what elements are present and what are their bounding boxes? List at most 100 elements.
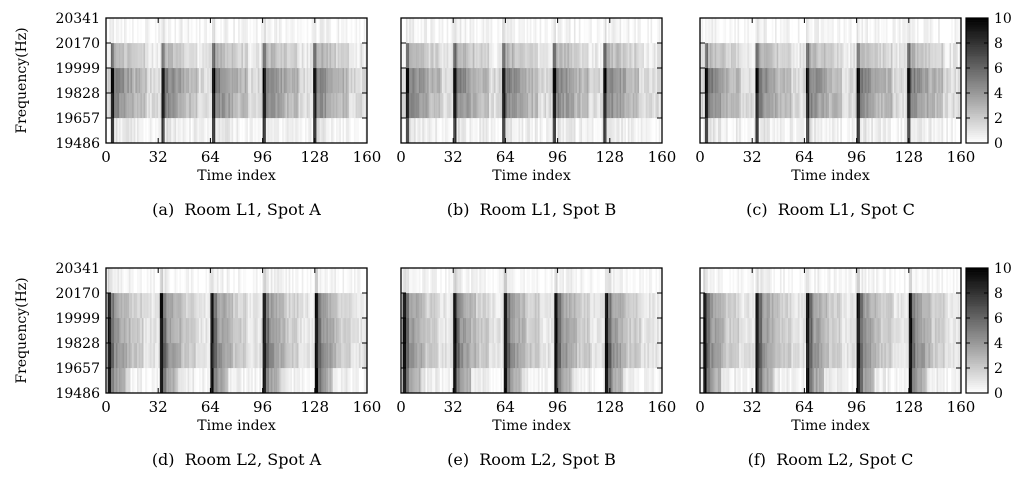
heatmap-cell: [883, 268, 885, 293]
heatmap-cell: [655, 368, 657, 393]
heatmap-cell: [868, 343, 870, 368]
heatmap-cell: [597, 368, 599, 393]
heatmap-cell: [184, 68, 186, 93]
heatmap-cell: [360, 368, 362, 393]
heatmap-cell: [321, 293, 323, 318]
heatmap-cell: [868, 18, 870, 43]
colorbar-step: [966, 83, 988, 85]
heatmap-cell: [842, 293, 844, 318]
heatmap-cell: [442, 368, 444, 393]
heatmap-cell: [535, 343, 537, 368]
heatmap-cell: [755, 18, 757, 43]
heatmap-cell: [654, 293, 656, 318]
heatmap-cell: [126, 268, 128, 293]
heatmap-cell: [158, 43, 160, 68]
heatmap-cell: [540, 43, 542, 68]
heatmap-cell: [287, 318, 289, 343]
heatmap-cell: [515, 268, 517, 293]
heatmap-cell: [326, 343, 328, 368]
heatmap-cell: [130, 293, 132, 318]
heatmap-cell: [321, 118, 323, 143]
heatmap-cell: [577, 68, 579, 93]
heatmap-cell: [871, 93, 873, 118]
heatmap-cell: [310, 43, 312, 68]
heatmap-cell: [362, 268, 364, 293]
heatmap-cell: [822, 118, 824, 143]
heatmap-cell: [923, 43, 925, 68]
heatmap-cell: [450, 293, 452, 318]
heatmap-cell: [909, 318, 911, 343]
heatmap-cell: [576, 68, 578, 93]
heatmap-cell: [282, 268, 284, 293]
heatmap-cell: [780, 43, 782, 68]
heatmap-cell: [731, 268, 733, 293]
heatmap-cell: [197, 318, 199, 343]
heatmap-cell: [723, 68, 725, 93]
heatmap-cell: [703, 293, 705, 318]
heatmap-cell: [603, 43, 605, 68]
heatmap-cell: [137, 368, 139, 393]
heatmap-cell: [300, 368, 302, 393]
heatmap-cell: [760, 93, 762, 118]
heatmap-cell: [148, 343, 150, 368]
heatmap-cell: [443, 118, 445, 143]
x-tick-label: 64: [795, 148, 814, 166]
heatmap-cell: [473, 18, 475, 43]
heatmap-cell: [598, 268, 600, 293]
heatmap-cell: [210, 318, 212, 343]
heatmap-cell: [243, 68, 245, 93]
heatmap-cell: [422, 43, 424, 68]
heatmap-cell: [510, 118, 512, 143]
heatmap-cell: [250, 368, 252, 393]
heatmap-cell: [514, 118, 516, 143]
colorbar-step: [966, 28, 988, 30]
heatmap-cell: [642, 368, 644, 393]
heatmap-cell: [313, 93, 315, 118]
heatmap-cell: [292, 43, 294, 68]
heatmap-cell: [796, 118, 798, 143]
heatmap-cell: [801, 68, 803, 93]
heatmap-cell: [421, 18, 423, 43]
heatmap-cell: [541, 93, 543, 118]
heatmap-cell: [950, 18, 952, 43]
heatmap-cell: [253, 18, 255, 43]
heatmap-cell: [282, 18, 284, 43]
heatmap-cell: [928, 118, 930, 143]
heatmap-cell: [206, 343, 208, 368]
heatmap-cell: [148, 293, 150, 318]
heatmap-cell: [194, 18, 196, 43]
heatmap-cell: [437, 268, 439, 293]
heatmap-cell: [726, 43, 728, 68]
heatmap-cell: [902, 318, 904, 343]
heatmap-cell: [861, 368, 863, 393]
heatmap-cell: [261, 293, 263, 318]
heatmap-cell: [409, 368, 411, 393]
heatmap-cell: [741, 368, 743, 393]
heatmap-cell: [137, 318, 139, 343]
x-axis-label: Time index: [197, 168, 276, 184]
heatmap-cell: [292, 68, 294, 93]
heatmap-cell: [422, 93, 424, 118]
heatmap-cell: [181, 93, 183, 118]
heatmap-cell: [155, 68, 157, 93]
heatmap-cell: [421, 318, 423, 343]
heatmap-cell: [132, 268, 134, 293]
heatmap-cell: [631, 343, 633, 368]
heatmap-cell: [791, 343, 793, 368]
heatmap-cell: [230, 18, 232, 43]
heatmap-cell: [325, 18, 327, 43]
heatmap-cell: [562, 18, 564, 43]
heatmap-cell: [751, 293, 753, 318]
heatmap-cell: [742, 368, 744, 393]
heatmap-cell: [445, 318, 447, 343]
heatmap-cell: [202, 268, 204, 293]
heatmap-cell: [919, 343, 921, 368]
heatmap-cell: [813, 293, 815, 318]
heatmap-cell: [644, 68, 646, 93]
heatmap-cell: [484, 93, 486, 118]
heatmap-cell: [450, 118, 452, 143]
heatmap-cell: [742, 343, 744, 368]
heatmap-cell: [251, 68, 253, 93]
heatmap-cell: [535, 118, 537, 143]
heatmap-cell: [312, 368, 314, 393]
